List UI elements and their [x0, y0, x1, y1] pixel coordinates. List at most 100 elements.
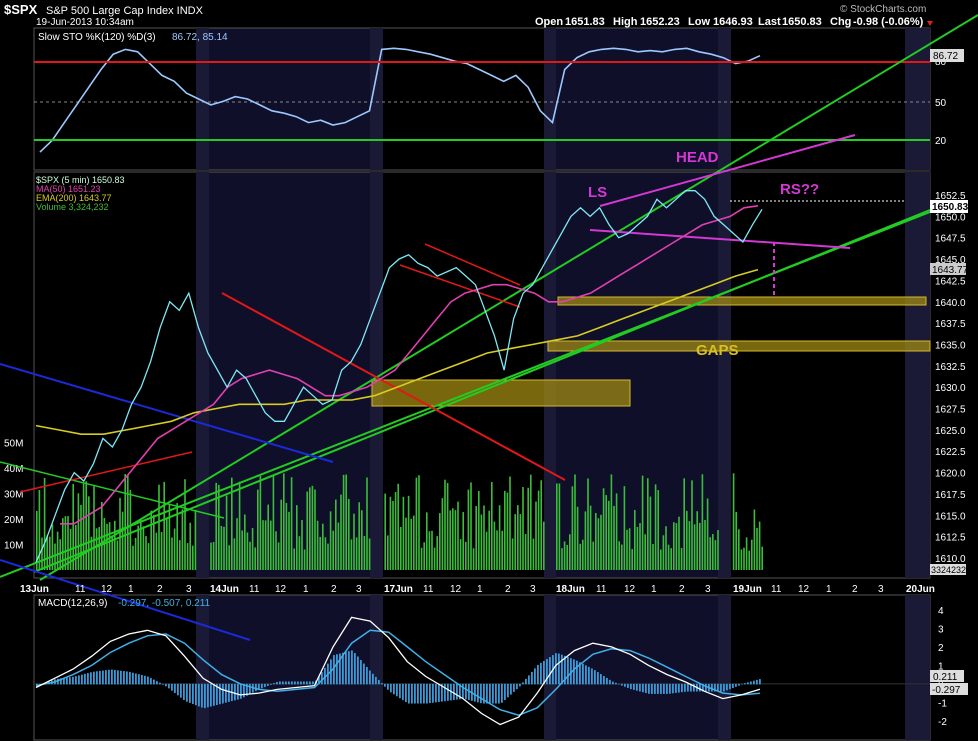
macd-hist-bar [657, 683, 659, 694]
macd-hist-bar [582, 663, 584, 685]
macd-hist-bar [702, 683, 704, 692]
macd-tick-3: 1 [938, 661, 944, 672]
gap-shade [905, 595, 930, 740]
macd-hist-bar [525, 678, 527, 685]
volume-bar [704, 519, 706, 570]
macd-hist-bar [201, 683, 203, 708]
volume-bar [506, 492, 509, 570]
volume-bar [514, 514, 516, 570]
panel-bg [34, 595, 930, 740]
price-tick-7: 1635.0 [935, 340, 966, 351]
volume-bar [753, 509, 756, 570]
volume-bar [246, 532, 249, 570]
macd-hist-bar [474, 683, 476, 702]
macd-hist-bar [486, 683, 488, 704]
macd-hist-bar [609, 679, 611, 685]
volume-bar [322, 523, 324, 570]
macd-hist-bar [207, 683, 209, 708]
macd-hist-bar [81, 674, 83, 685]
volume-bar [212, 542, 215, 570]
volume-bar [675, 523, 678, 570]
volume-bar [706, 498, 709, 570]
volume-bar [618, 541, 620, 570]
x-label-0: 13Jun [20, 584, 49, 595]
volume-bar [433, 547, 436, 570]
ma50-line [60, 205, 759, 525]
macd-hist-bar [63, 677, 65, 685]
macd-hist-bar [444, 683, 446, 702]
datetime: 19-Jun-2013 10:34am [36, 17, 134, 28]
volume-bar [712, 534, 714, 570]
macd-hist-bar [234, 683, 236, 701]
macd-hist-bar [171, 683, 173, 691]
x-label-9: 1 [303, 584, 309, 595]
sto-last-box [930, 49, 964, 62]
macd-tick-2: 2 [938, 643, 944, 654]
volume-bar [665, 526, 667, 570]
volume-bar [631, 549, 633, 570]
macd-hist-bar [288, 681, 290, 685]
macd-hist-bar [612, 681, 614, 685]
macd-hist-bar [441, 683, 443, 702]
volume-bar [311, 485, 314, 570]
volume-bar [127, 475, 129, 570]
volume-bar [699, 522, 701, 570]
volume-bar [62, 518, 64, 570]
volume-bar [298, 536, 301, 570]
macd-hist-bar [675, 683, 677, 693]
volume-bar [491, 481, 493, 570]
volume-tick-4: 10M [4, 541, 23, 552]
macd-hist-bar [243, 683, 245, 698]
macd-hist-bar [129, 671, 131, 685]
macd-hist-bar [561, 654, 563, 685]
macd-hist-bar [426, 683, 428, 704]
macd-hist-bar [501, 683, 503, 703]
volume-bar [166, 518, 168, 570]
macd-hist-bar [699, 683, 701, 692]
gap-shade [544, 28, 556, 170]
macd-hist-bar [591, 668, 593, 685]
down-arrow-icon [927, 21, 933, 26]
volume-bar [259, 475, 262, 570]
gap-shade [370, 28, 383, 170]
price-tick-8: 1632.5 [935, 362, 966, 373]
macd-hist-bar [672, 683, 674, 694]
volume-bar [537, 490, 540, 570]
volume-bar [613, 505, 615, 570]
macd-hist-bar [126, 671, 128, 685]
volume-bar [64, 516, 67, 570]
ohlc-5: 1646.93 [713, 16, 753, 28]
macd-hist-bar [669, 683, 671, 694]
macd-hist-bar [399, 683, 401, 699]
macd-hist-bar [516, 683, 518, 690]
volume-bar [88, 496, 90, 570]
volume-bar [420, 547, 423, 570]
macd-hist-bar [66, 677, 68, 685]
volume-bar [236, 518, 238, 570]
volume-bar [140, 519, 142, 570]
x-label-5: 3 [186, 584, 192, 595]
volume-bar [241, 530, 243, 570]
macd-hist-bar [117, 670, 119, 685]
macd-hist-bar [717, 683, 719, 692]
macd-hist-bar [219, 683, 221, 705]
volume-bar [740, 549, 743, 570]
macd-hist-bar [429, 683, 431, 704]
volume-bar [467, 489, 470, 570]
volume-bar [436, 536, 438, 570]
macd-hist-bar [684, 683, 686, 692]
price-tick-3: 1645.0 [935, 255, 966, 266]
vol-last-box [930, 564, 966, 575]
macd-hist-bar [348, 651, 350, 685]
macd-hist-bar [711, 683, 713, 692]
red-channel-bot [399, 264, 521, 308]
volume-tick-3: 20M [4, 515, 23, 526]
macd-hist-bar [153, 679, 155, 685]
macd-hist-bar [504, 683, 506, 701]
volume-bar [519, 514, 522, 570]
volume-bar [605, 495, 607, 570]
x-label-16: 2 [505, 584, 511, 595]
volume-bar [85, 481, 87, 570]
volume-bar [407, 495, 410, 570]
volume-bar [683, 478, 685, 570]
